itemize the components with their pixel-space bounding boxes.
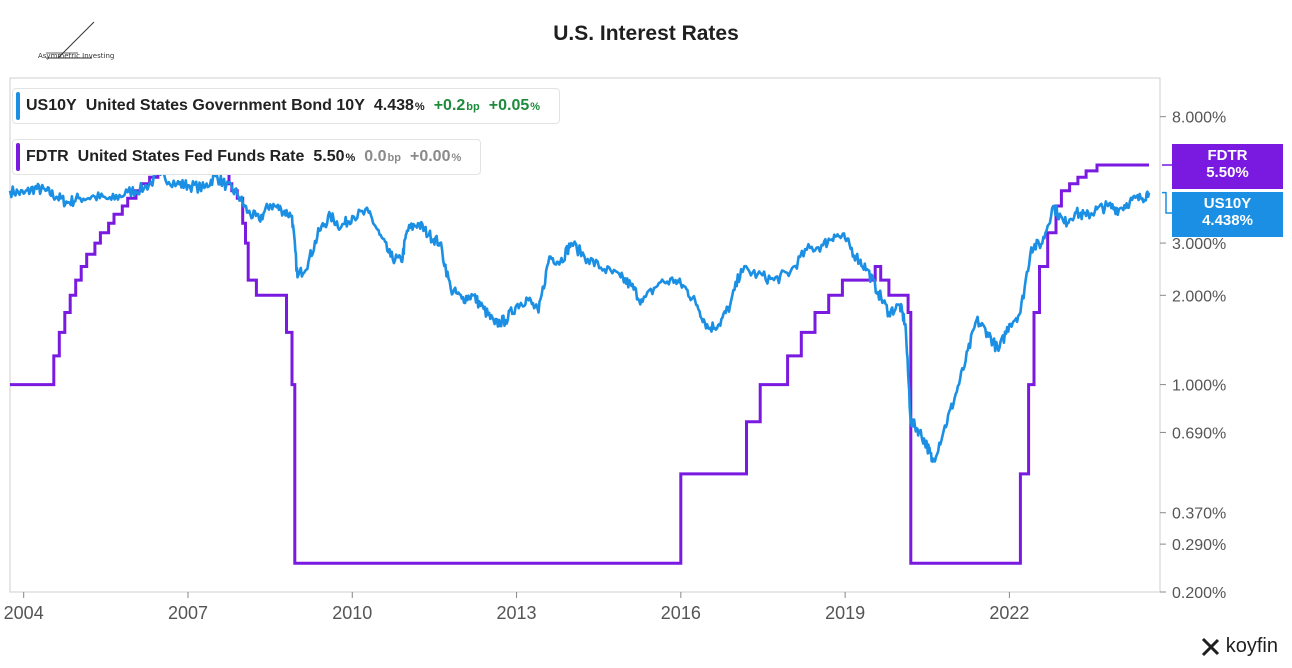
- y-tick-label: 0.690%: [1172, 425, 1226, 442]
- y-tick-label: 3.000%: [1172, 236, 1226, 253]
- legend-us10y-value-group: 4.438%: [374, 97, 425, 115]
- legend-fdtr-change-pct-group: +0.00%: [410, 148, 461, 166]
- legend-us10y-ticker: US10Y: [26, 97, 77, 114]
- legend-fdtr-value-unit: %: [345, 152, 356, 164]
- series-fdtr-group: [10, 163, 1149, 565]
- legend-us10y-change-bp-group: +0.2bp: [434, 97, 480, 115]
- koyfin-logo-icon: [1201, 637, 1219, 656]
- x-tick-label: 2022: [989, 603, 1029, 623]
- legend-fdtr-pct-unit: %: [451, 152, 462, 164]
- badge-fdtr-value: 5.50%: [1206, 164, 1249, 181]
- legend-fdtr-bp-unit: bp: [387, 152, 401, 164]
- x-tick-label: 2004: [4, 603, 44, 623]
- chart-title: U.S. Interest Rates: [553, 22, 739, 45]
- brand-logo-text: Asymmetric Investing: [38, 52, 115, 60]
- badge-fdtr: FDTR 5.50%: [1172, 144, 1283, 189]
- legend-us10y-change-pct-group: +0.05%: [489, 97, 540, 115]
- legend-fdtr-swatch: [16, 143, 20, 171]
- legend-us10y-change-pct: +0.05: [488, 97, 530, 114]
- legend-us10y-swatch: [16, 92, 20, 120]
- y-tick-label: 0.370%: [1172, 506, 1226, 523]
- y-tick-label: 8.000%: [1172, 110, 1226, 127]
- brand-logo-icon: [46, 21, 95, 59]
- series-us10y-line: [8, 169, 1151, 463]
- koyfin-brand-name: koyfin: [1225, 635, 1278, 657]
- legend-us10y[interactable]: US10Y United States Government Bond 10Y …: [12, 88, 561, 124]
- badge-us10y-label: US10Y: [1203, 195, 1252, 212]
- x-tick-label: 2007: [168, 603, 208, 623]
- legend-fdtr-ticker: FDTR: [26, 148, 69, 165]
- legend-fdtr-value: 5.50: [313, 148, 345, 165]
- badge-us10y-connector: [1162, 191, 1172, 214]
- legend-fdtr[interactable]: FDTR United States Fed Funds Rate 5.50% …: [12, 139, 482, 175]
- legend-us10y-change-bp: +0.2: [433, 97, 466, 114]
- legend-us10y-pct-unit: %: [530, 101, 541, 113]
- badge-us10y-value: 4.438%: [1202, 212, 1253, 229]
- y-tick-label: 0.200%: [1172, 585, 1226, 602]
- y-tick-label: 2.000%: [1172, 288, 1226, 305]
- series-us10y-group: [8, 169, 1151, 463]
- legend-us10y-value: 4.438: [373, 97, 414, 114]
- legend-fdtr-change-bp-group: 0.0bp: [364, 148, 401, 166]
- series-fdtr-line: [10, 163, 1149, 565]
- y-tick-label: 1.000%: [1172, 378, 1226, 395]
- x-tick-label: 2013: [497, 603, 537, 623]
- y-tick-label: 0.290%: [1172, 537, 1226, 554]
- legend-us10y-bp-unit: bp: [466, 101, 480, 113]
- legend-us10y-value-unit: %: [414, 101, 425, 113]
- badge-fdtr-label: FDTR: [1207, 147, 1248, 164]
- plot-frame: [9, 77, 1161, 593]
- legend-us10y-name: United States Government Bond 10Y: [85, 97, 365, 114]
- legend-fdtr-name: United States Fed Funds Rate: [77, 148, 305, 165]
- legend-fdtr-value-group: 5.50%: [313, 148, 355, 166]
- koyfin-brand: koyfin: [1200, 635, 1278, 658]
- legend-fdtr-change-pct: +0.00: [409, 148, 451, 165]
- legend-fdtr-change-bp: 0.0: [364, 148, 387, 165]
- x-tick-label: 2019: [825, 603, 865, 623]
- badge-us10y: US10Y 4.438%: [1172, 192, 1283, 237]
- x-tick-label: 2016: [661, 603, 701, 623]
- x-tick-label: 2010: [332, 603, 372, 623]
- chart-axes: [9, 77, 1172, 598]
